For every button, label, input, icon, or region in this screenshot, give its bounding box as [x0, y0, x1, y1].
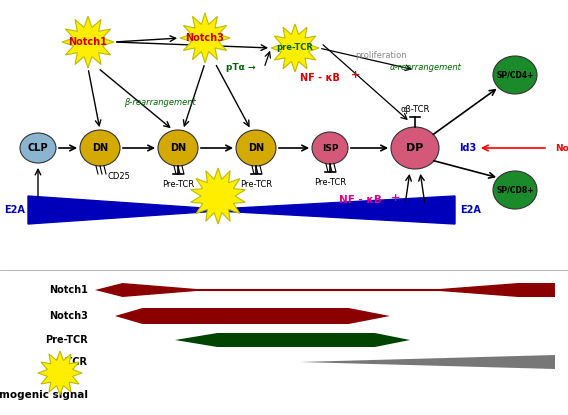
Text: Notch3: Notch3	[49, 311, 88, 321]
Text: DN: DN	[170, 143, 186, 153]
Polygon shape	[300, 355, 555, 369]
Polygon shape	[62, 16, 114, 68]
Polygon shape	[191, 168, 245, 224]
Text: SP/CD4+: SP/CD4+	[496, 71, 534, 80]
Polygon shape	[180, 13, 230, 63]
Polygon shape	[175, 333, 410, 347]
Text: Notch3: Notch3	[186, 33, 224, 43]
Text: +: +	[352, 70, 361, 80]
Ellipse shape	[20, 133, 56, 163]
Text: Pre-TCR: Pre-TCR	[240, 180, 272, 188]
Ellipse shape	[493, 56, 537, 94]
Text: αβ-TCR: αβ-TCR	[50, 357, 88, 367]
Text: Pre-TCR: Pre-TCR	[314, 178, 346, 186]
Text: DP: DP	[406, 143, 424, 153]
Text: DN: DN	[248, 143, 264, 153]
Text: ISP: ISP	[321, 144, 339, 152]
Ellipse shape	[493, 171, 537, 209]
Text: αβ-TCR: αβ-TCR	[400, 105, 429, 113]
Text: pre-TCR: pre-TCR	[277, 44, 314, 53]
Text: NF - κB: NF - κB	[339, 195, 382, 205]
Ellipse shape	[158, 130, 198, 166]
Ellipse shape	[236, 130, 276, 166]
Text: Notch1: Notch1	[555, 144, 568, 152]
Ellipse shape	[80, 130, 120, 166]
Text: CD25: CD25	[108, 171, 131, 181]
Text: Id3: Id3	[460, 143, 477, 153]
Text: α-rearrangement: α-rearrangement	[390, 63, 462, 73]
Text: CLP: CLP	[28, 143, 48, 153]
Ellipse shape	[391, 127, 439, 169]
Polygon shape	[218, 196, 455, 224]
Text: proliferation: proliferation	[355, 51, 407, 59]
Text: Notch1: Notch1	[49, 285, 88, 295]
Polygon shape	[115, 308, 390, 324]
Text: NF - κB: NF - κB	[300, 73, 340, 83]
Text: Notch1: Notch1	[69, 37, 107, 47]
Text: SP/CD8+: SP/CD8+	[496, 186, 534, 195]
Text: pTα →: pTα →	[225, 63, 255, 73]
Polygon shape	[28, 196, 218, 224]
Text: E2A: E2A	[460, 205, 481, 215]
Polygon shape	[271, 24, 319, 72]
Text: +: +	[390, 193, 400, 203]
Text: Pre-TCR: Pre-TCR	[45, 335, 88, 345]
Text: DN: DN	[92, 143, 108, 153]
Polygon shape	[38, 351, 82, 395]
Ellipse shape	[312, 132, 348, 164]
Text: Pre-TCR: Pre-TCR	[162, 180, 194, 188]
Text: Leukemogenic signal: Leukemogenic signal	[0, 390, 88, 400]
Polygon shape	[95, 283, 555, 297]
Text: E2A: E2A	[4, 205, 25, 215]
Text: β-rearrangement: β-rearrangement	[124, 98, 196, 107]
